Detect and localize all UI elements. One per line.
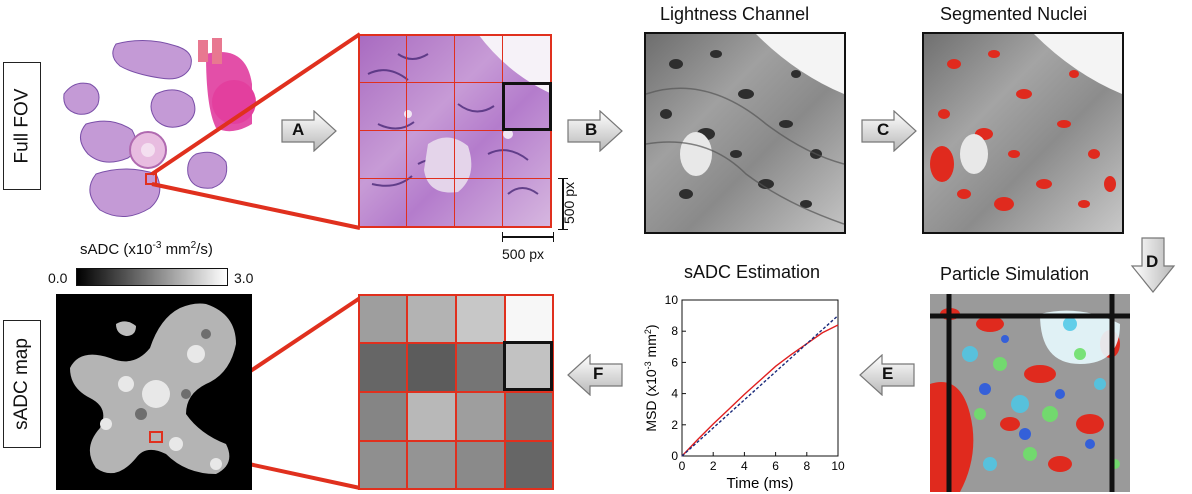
sadc-cell [407,294,456,343]
x-tick-label: 0 [679,459,686,473]
colorbar-label-b: mm [161,241,191,258]
sadc-tile-grid [358,294,554,490]
sadc-map-label: sADC map [3,320,41,448]
colorbar-label-c: /s) [196,241,213,258]
y-tick-label: 8 [671,324,678,338]
colorbar-max: 3.0 [234,270,254,286]
colorbar-label-sq: 2 [190,240,197,251]
x-tick-label: 8 [803,459,810,473]
x-tick-label: 6 [772,459,779,473]
full-fov-image [63,38,256,217]
arrow-a-icon [281,110,337,152]
lightness-title: Lightness Channel [660,4,810,24]
sadc-cell [505,441,554,490]
x-tick-label: 4 [741,459,748,473]
arrow-d-icon [1130,237,1176,293]
sadc-cell [407,343,456,392]
sadc-selected-tile [503,341,553,391]
scale-label-vertical: 500 px [561,181,578,225]
selected-tile [502,82,552,131]
sadc-cell [456,392,505,441]
msd-line [681,324,839,457]
estimation-title: sADC Estimation [684,262,821,282]
arrow-b-label: B [585,120,598,139]
scale-bar-horizontal [502,232,554,242]
y-axis-label: MSD (x10-3 mm2) [643,324,659,431]
y-tick-label: 10 [665,293,679,307]
sadc-cell [505,392,554,441]
colorbar-label: sADC (x10-3 mm2/s) [80,240,213,258]
sadc-cell [358,343,407,392]
sadc-grid-outline [358,294,554,490]
segmented-image [922,32,1124,234]
particle-image [930,294,1130,492]
plot-frame [681,299,839,457]
arrow-a-label: A [292,120,305,139]
sadc-cell [456,441,505,490]
lightness-image [644,32,846,234]
colorbar-label-a: sADC (x10 [80,241,153,258]
colorbar-label-exp: -3 [152,240,162,251]
sadc-cell [407,392,456,441]
sadc-cell [358,441,407,490]
arrow-c-icon [861,110,917,152]
sadc-map-text: sADC map [11,338,33,430]
arrow-c-label: C [877,120,890,139]
colorbar [76,268,228,286]
y-tick-label: 2 [671,418,678,432]
fit-line [681,315,839,457]
he-tile-grid [358,34,552,228]
arrow-e-label: E [882,364,894,383]
y-tick-label: 6 [671,355,678,369]
y-tick-label: 4 [671,387,678,401]
segmented-title: Segmented Nuclei [940,4,1088,24]
colorbar-min: 0.0 [48,270,68,286]
arrow-b-icon [567,110,623,152]
y-tick-label: 0 [671,449,678,463]
arrow-e-icon [859,354,915,396]
arrow-f-icon [567,354,623,396]
scale-bar-vertical [558,178,568,230]
sadc-map-image [56,294,252,490]
x-axis-label: Time (ms) [727,475,794,492]
arrow-f-label: F [593,364,604,383]
scale-label-horizontal: 500 px [502,246,545,262]
sadc-cells [358,294,554,490]
particle-title: Particle Simulation [940,264,1090,284]
arrow-d-label: D [1146,252,1159,271]
msd-chart: 0 2 4 6 8 10 0 2 4 6 8 10 Time (ms) MSD (x10-3 mm2) [643,293,845,492]
grid-outline [358,34,552,228]
x-tick-label: 10 [831,459,845,473]
sadc-cell [358,294,407,343]
x-tick-label: 2 [710,459,717,473]
full-fov-label: Full FOV [3,62,41,190]
